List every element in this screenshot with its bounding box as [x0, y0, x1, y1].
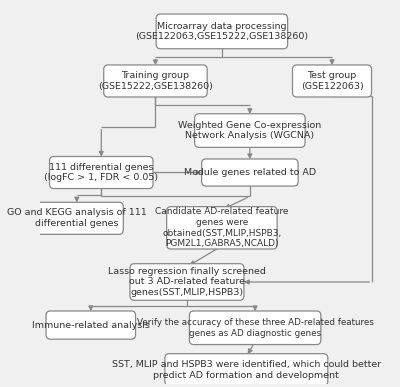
FancyBboxPatch shape [189, 311, 321, 344]
Text: 111 differential genes
(logFC > 1, FDR < 0.05): 111 differential genes (logFC > 1, FDR <… [44, 163, 158, 182]
Text: Lasso regression finally screened
out 3 AD-related feature
genes(SST,MLIP,HSPB3): Lasso regression finally screened out 3 … [108, 267, 266, 297]
FancyBboxPatch shape [195, 114, 305, 147]
Text: Verify the accuracy of these three AD-related features
genes as AD diagnostic ge: Verify the accuracy of these three AD-re… [137, 318, 374, 337]
Text: Immune-related analysis: Immune-related analysis [32, 320, 150, 330]
Text: Weighted Gene Co-expression
Network Analysis (WGCNA): Weighted Gene Co-expression Network Anal… [178, 121, 322, 140]
FancyBboxPatch shape [50, 156, 153, 188]
Text: GO and KEGG analysis of 111
differential genes: GO and KEGG analysis of 111 differential… [7, 209, 147, 228]
Text: Test group
(GSE122063): Test group (GSE122063) [301, 71, 363, 91]
FancyBboxPatch shape [30, 202, 123, 234]
FancyBboxPatch shape [130, 264, 244, 300]
FancyBboxPatch shape [156, 14, 288, 49]
Text: Module genes related to AD: Module genes related to AD [184, 168, 316, 177]
Text: SST, MLIP and HSPB3 were identified, which could better
predict AD formation and: SST, MLIP and HSPB3 were identified, whi… [112, 360, 381, 380]
Text: Microarray data processing
(GSE122063,GSE15222,GSE138260): Microarray data processing (GSE122063,GS… [135, 22, 308, 41]
FancyBboxPatch shape [104, 65, 207, 97]
FancyBboxPatch shape [165, 354, 328, 386]
FancyBboxPatch shape [46, 311, 136, 339]
FancyBboxPatch shape [202, 159, 298, 186]
Text: Training group
(GSE15222,GSE138260): Training group (GSE15222,GSE138260) [98, 71, 213, 91]
FancyBboxPatch shape [167, 207, 277, 249]
Text: Candidate AD-related feature
genes were
obtained(SST,MLIP,HSPB3,
PGM2L1,GABRA5,N: Candidate AD-related feature genes were … [155, 207, 289, 248]
FancyBboxPatch shape [292, 65, 372, 97]
